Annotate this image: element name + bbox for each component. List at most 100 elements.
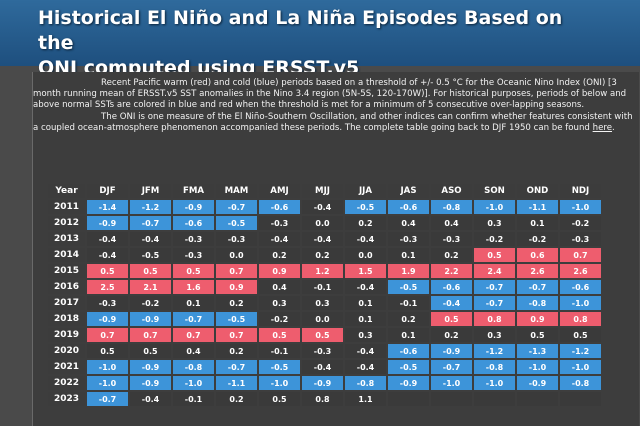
oni-value-cell: 1.1 [345,392,386,406]
oni-value-cell: -1.0 [431,376,472,390]
column-header-jja: JJA [345,184,386,198]
oni-value-cell [517,392,558,406]
oni-value-cell: -0.5 [388,280,429,294]
intro-paragraph-1: Recent Pacific warm (red) and cold (blue… [33,78,627,111]
oni-value-cell: 0.8 [560,312,601,326]
oni-value-cell: 0.4 [431,216,472,230]
oni-value-cell: 0.2 [431,248,472,262]
oni-value-cell: -1.3 [517,344,558,358]
oni-value-cell: -0.7 [216,360,257,374]
oni-value-cell: 0.3 [345,328,386,342]
oni-value-cell: 0.5 [517,328,558,342]
column-header-son: SON [474,184,515,198]
oni-value-cell: -0.4 [302,232,343,246]
full-table-link[interactable]: here [592,122,612,133]
oni-value-cell: -0.6 [388,200,429,214]
oni-value-cell: -1.2 [474,344,515,358]
column-header-year: Year [48,184,85,198]
oni-value-cell: 1.2 [302,264,343,278]
oni-value-cell: -1.4 [87,200,128,214]
oni-value-cell: -0.8 [173,360,214,374]
oni-value-cell: -0.2 [474,232,515,246]
oni-value-cell: -0.4 [431,296,472,310]
oni-value-cell: 0.5 [302,328,343,342]
table-row: 2013 -0.4 -0.4 -0.3 -0.3 -0.4 -0.4 -0.4 -0.3 -0.3… [48,232,601,246]
row-year-label: 2021 [48,360,85,374]
page-title-line-1: Historical El Niño and La Niña Episodes … [38,7,563,54]
oni-value-cell: -0.7 [431,360,472,374]
oni-value-cell: -1.0 [87,360,128,374]
oni-value-cell: -1.0 [474,376,515,390]
row-year-label: 2011 [48,200,85,214]
oni-value-cell: -0.9 [173,200,214,214]
oni-value-cell: -1.0 [560,200,601,214]
oni-value-cell: 0.5 [431,312,472,326]
oni-value-cell: -0.1 [173,392,214,406]
oni-value-cell: -0.9 [388,376,429,390]
column-header-jfm: JFM [130,184,171,198]
table-row: 2012 -0.9 -0.7 -0.6 -0.5 -0.3 0.0 0.2 0.4 0.4 0.3 0… [48,216,601,230]
oni-value-cell: -0.3 [216,232,257,246]
intro-paragraph-2-end: . [612,122,615,133]
oni-value-cell: -0.8 [517,296,558,310]
oni-value-cell: -0.5 [388,360,429,374]
oni-value-cell: 0.5 [130,344,171,358]
header-banner: Historical El Niño and La Niña Episodes … [0,0,640,79]
oni-value-cell: 0.7 [130,328,171,342]
oni-value-cell: 0.7 [216,328,257,342]
oni-value-cell: -0.8 [345,376,386,390]
oni-value-cell: -0.9 [87,216,128,230]
oni-value-cell: 0.8 [474,312,515,326]
oni-value-cell: -0.3 [388,232,429,246]
oni-value-cell: 0.9 [259,264,300,278]
column-header-aso: ASO [431,184,472,198]
oni-value-cell: -1.2 [560,344,601,358]
oni-value-cell: 0.7 [173,328,214,342]
oni-value-cell: -1.0 [560,296,601,310]
oni-value-cell: -0.7 [130,216,171,230]
oni-value-cell: 0.7 [216,264,257,278]
oni-value-cell: 2.6 [517,264,558,278]
oni-value-cell: 0.2 [216,296,257,310]
oni-value-cell: 0.2 [388,312,429,326]
table-row: 2019 0.7 0.7 0.7 0.7 0.5 0.5 0.3 0.1 0.2 0.3 0.5 0.5 [48,328,601,342]
table-header-row: Year DJF JFM FMA MAM AMJ MJJ JJA JAS ASO SON OND NDJ [48,184,601,198]
oni-value-cell: -0.3 [259,216,300,230]
oni-value-cell: 0.3 [474,216,515,230]
oni-value-cell: -1.0 [173,376,214,390]
oni-value-cell: -0.9 [130,360,171,374]
page-title: Historical El Niño and La Niña Episodes … [38,6,598,81]
oni-value-cell: -0.4 [302,360,343,374]
oni-value-cell: -0.5 [216,216,257,230]
oni-value-cell: -0.3 [173,248,214,262]
oni-value-cell: -0.4 [130,392,171,406]
intro-paragraph-2-text: The ONI is one measure of the El Niño-So… [33,111,633,133]
oni-value-cell: -1.1 [216,376,257,390]
oni-value-cell: 0.0 [345,248,386,262]
oni-value-cell: -0.4 [345,232,386,246]
oni-value-cell: -0.5 [345,200,386,214]
row-year-label: 2020 [48,344,85,358]
oni-value-cell: -1.0 [560,360,601,374]
oni-value-cell: 0.1 [517,216,558,230]
oni-value-cell: -0.4 [130,232,171,246]
row-year-label: 2013 [48,232,85,246]
oni-value-cell: 0.7 [560,248,601,262]
row-year-label: 2022 [48,376,85,390]
oni-value-cell: -0.2 [259,312,300,326]
oni-value-cell [474,392,515,406]
oni-value-cell: -1.0 [259,376,300,390]
oni-value-cell: 0.2 [216,392,257,406]
column-header-mam: MAM [216,184,257,198]
oni-value-cell: -0.2 [560,216,601,230]
oni-value-cell: -0.9 [431,344,472,358]
oni-value-cell: 0.5 [87,264,128,278]
row-year-label: 2017 [48,296,85,310]
oni-value-cell: 0.4 [388,216,429,230]
oni-value-cell: 2.6 [560,264,601,278]
oni-value-cell [388,392,429,406]
oni-value-cell: -1.0 [87,376,128,390]
oni-value-cell: -0.8 [474,360,515,374]
table-row: 2016 2.5 2.1 1.6 0.9 0.4 -0.1 -0.4 -0.5 -0.6 -0.7-… [48,280,601,294]
oni-value-cell: -0.2 [517,232,558,246]
